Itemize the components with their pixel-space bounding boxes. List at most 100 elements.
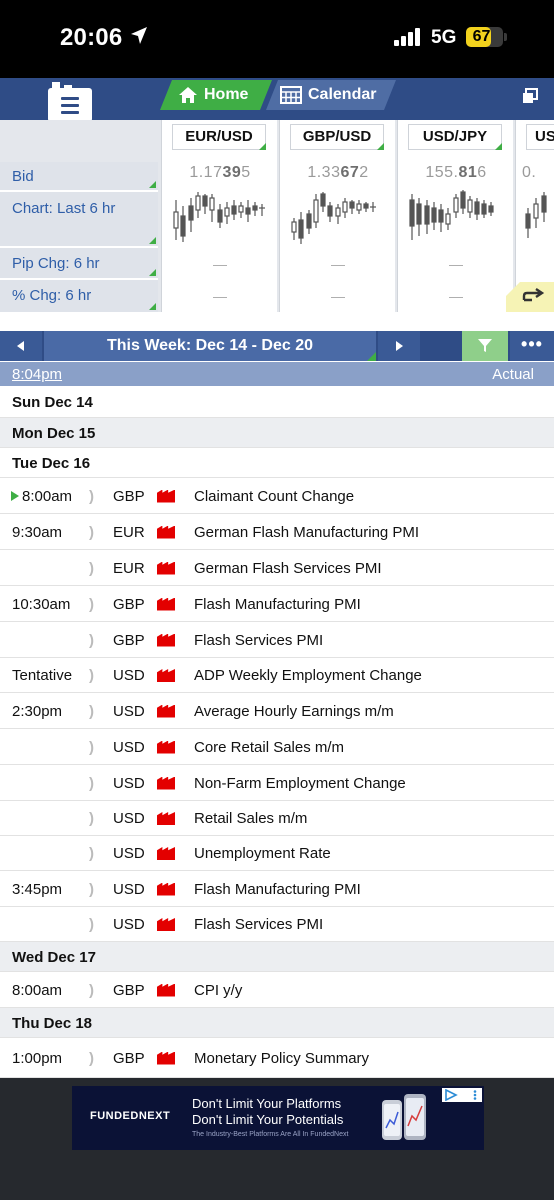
previous-week-button[interactable] [0,331,42,361]
event-time: 10:30am [12,595,71,613]
day-header: Thu Dec 18 [0,1008,554,1038]
bid-label: Bid [0,162,158,192]
event-name: Claimant Count Change [194,487,355,505]
event-currency: USD [113,810,145,827]
event-currency: GBP [113,595,145,613]
clock: 20:06 [60,24,123,51]
ad-banner[interactable]: FUNDEDNEXT Don't Limit Your Platforms Do… [72,1086,484,1150]
event-name: German Flash Services PMI [194,559,382,577]
ad-brand: FUNDEDNEXT [90,1110,171,1122]
event-currency: GBP [113,631,145,649]
event-row[interactable]: ) EUR German Flash Services PMI [0,550,554,586]
day-header: Wed Dec 17 [0,942,554,972]
event-time: 9:30am [12,523,63,541]
impact-flag-icon [157,704,175,718]
next-week-button[interactable] [378,331,420,361]
event-currency: GBP [113,981,145,999]
event-currency: USD [113,702,145,720]
impact-flag-icon [157,983,175,997]
event-row[interactable]: 1:00pm) GBP Monetary Policy Summary [0,1038,554,1078]
day-label: Mon Dec 15 [12,424,96,442]
event-row[interactable]: ) USD Retail Sales m/m [0,801,554,836]
battery-level: 67 [472,28,491,45]
impact-flag-icon [157,633,175,647]
event-name: Flash Services PMI [194,631,324,649]
quote-column-usdjpy[interactable]: USD/JPY 155.816 — — [397,120,513,312]
next-event-indicator-icon [11,491,19,501]
window-restore-icon[interactable] [522,88,538,104]
event-row[interactable]: 8:00am) GBP Claimant Count Change [0,478,554,514]
day-header: Sun Dec 14 [0,386,554,418]
candlestick-chart [173,192,265,242]
event-currency: GBP [113,1049,145,1067]
quote-column-eurusd[interactable]: EUR/USD 1.17395 — — [161,120,277,312]
event-row[interactable]: 9:30am) EUR German Flash Manufacturing PMI [0,514,554,550]
more-options-button[interactable]: ••• [510,331,554,361]
arrow-right-icon [522,288,545,302]
event-time: 8:00am [12,981,63,999]
current-time-link[interactable]: 8:04pm [12,366,63,383]
event-time: 8:00am [22,487,73,505]
candlestick-chart [525,192,547,238]
impact-flag-icon [157,1051,175,1065]
event-row[interactable]: 10:30am) GBP Flash Manufacturing PMI [0,586,554,622]
event-currency: USD [113,667,145,684]
event-currency: USD [113,774,145,792]
event-time: Tentative [12,667,73,684]
pip-change-value: — [213,256,227,272]
tab-calendar[interactable]: Calendar [266,80,396,110]
volatility-icon: ) [89,981,94,999]
tab-home[interactable]: Home [160,80,272,110]
bid-price: 155.816 [425,164,487,181]
event-currency: USD [113,738,145,756]
week-title[interactable]: This Week: Dec 14 - Dec 20 [44,331,376,361]
caret-left-icon [17,341,24,351]
volatility-icon: ) [89,631,94,649]
pair-symbol: US [526,124,554,150]
day-label: Wed Dec 17 [12,948,96,966]
event-row[interactable]: ) USD Unemployment Rate [0,836,554,871]
filter-button[interactable] [462,331,508,361]
home-icon [178,86,198,104]
impact-flag-icon [157,847,175,860]
day-label: Tue Dec 16 [12,454,91,472]
percent-change-value: — [449,288,463,304]
percent-change-value: — [331,288,345,304]
event-row[interactable]: ) GBP Flash Services PMI [0,622,554,658]
event-row[interactable]: 2:30pm) USD Average Hourly Earnings m/m [0,693,554,729]
event-row[interactable]: 3:45pm) USD Flash Manufacturing PMI [0,871,554,907]
event-currency: USD [113,916,145,933]
event-name: German Flash Manufacturing PMI [194,523,420,541]
ad-choices-button[interactable] [442,1088,482,1102]
quote-column-gbpusd[interactable]: GBP/USD 1.33672 — — [279,120,395,312]
actual-column-header: Actual [492,366,534,383]
event-name: Average Hourly Earnings m/m [194,702,394,720]
volatility-icon: ) [89,845,94,862]
event-name: Unemployment Rate [194,845,331,862]
impact-flag-icon [157,918,175,931]
volatility-icon: ) [89,487,94,505]
event-name: Flash Manufacturing PMI [194,595,361,613]
impact-flag-icon [157,776,175,790]
signal-bars-icon [394,28,420,46]
event-currency: EUR [113,523,145,541]
tab-home-label: Home [204,86,249,103]
ad-choices-icon [445,1089,477,1101]
impact-flag-icon [157,597,175,611]
event-row[interactable]: ) USD Flash Services PMI [0,907,554,942]
impact-flag-icon [157,740,175,754]
event-name: Monetary Policy Summary [194,1049,370,1067]
event-row[interactable]: 8:00am) GBP CPI y/y [0,972,554,1008]
tab-calendar-label: Calendar [308,86,377,103]
event-row[interactable]: ) USD Core Retail Sales m/m [0,729,554,765]
volatility-icon: ) [89,595,94,613]
menu-button[interactable] [48,82,92,122]
event-row[interactable]: Tentative) USD ADP Weekly Employment Chang… [0,658,554,693]
column-header: 8:04pm Actual [0,362,554,386]
event-name: Retail Sales m/m [194,810,308,827]
event-row[interactable]: ) USD Non-Farm Employment Change [0,765,554,801]
quote-column-partial[interactable]: US 0. [515,120,554,312]
candlestick-chart [409,190,494,240]
event-currency: USD [113,880,145,898]
pip-change-value: — [449,256,463,272]
